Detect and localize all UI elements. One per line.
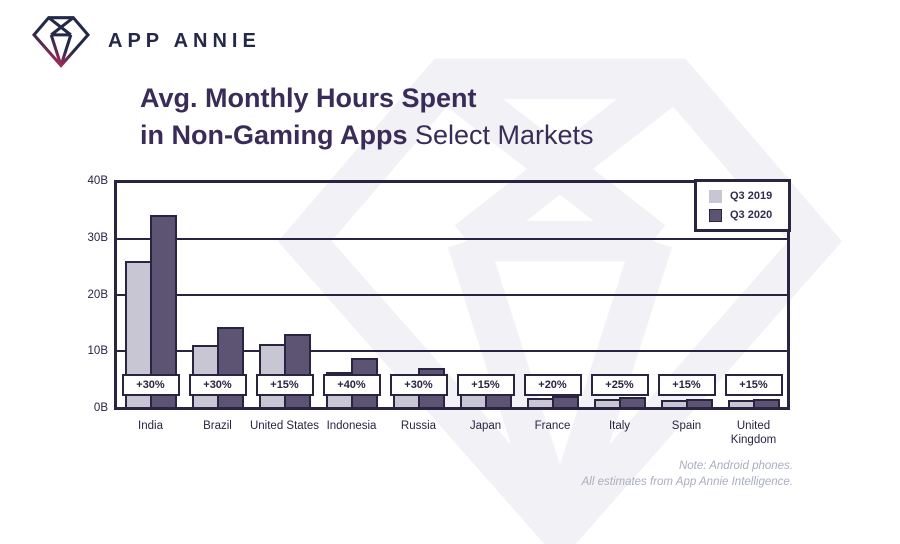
chart-title-line2: in Non-Gaming Apps Select Markets bbox=[140, 117, 594, 154]
legend-row-q3-2019: Q3 2019 bbox=[709, 189, 788, 203]
bar-q3-2020 bbox=[618, 397, 646, 407]
y-axis-tick-label: 20B bbox=[87, 288, 108, 301]
y-axis-tick-label: 30B bbox=[87, 231, 108, 244]
plot-area: +30% +30% +15% +40% +30% +15% +20% +25% +15% +15% bbox=[114, 180, 790, 410]
header: APP ANNIE bbox=[30, 14, 261, 68]
growth-badge: +15% bbox=[657, 374, 716, 396]
legend-swatch-q3-2020 bbox=[709, 208, 722, 222]
chart-title-line2-bold: in Non-Gaming Apps bbox=[140, 120, 408, 150]
bar-q3-2020 bbox=[685, 399, 713, 407]
x-axis-label: India bbox=[138, 420, 163, 432]
growth-badge: +30% bbox=[188, 374, 247, 396]
chart-title: Avg. Monthly Hours Spent in Non-Gaming A… bbox=[140, 80, 594, 154]
app-annie-logo-icon bbox=[31, 16, 91, 68]
growth-badge: +25% bbox=[590, 374, 649, 396]
bar-q3-2020 bbox=[283, 334, 311, 407]
bar-q3-2019 bbox=[727, 400, 755, 407]
chart-title-line1: Avg. Monthly Hours Spent bbox=[140, 83, 477, 113]
bar-q3-2020 bbox=[752, 399, 780, 407]
bar-q3-2019 bbox=[526, 398, 554, 407]
y-axis-tick-label: 0B bbox=[93, 402, 108, 414]
footnote-line2: All estimates from App Annie Intelligenc… bbox=[581, 476, 793, 488]
bar-group: +20% bbox=[519, 183, 586, 407]
legend-row-q3-2020: Q3 2020 bbox=[709, 208, 788, 222]
bar-group: +25% bbox=[586, 183, 653, 407]
brand-name: APP ANNIE bbox=[108, 29, 261, 52]
growth-badge: +30% bbox=[121, 374, 180, 396]
growth-badge: +30% bbox=[389, 374, 448, 396]
growth-badge: +15% bbox=[724, 374, 783, 396]
y-axis-tick-label: 10B bbox=[87, 345, 108, 358]
legend: Q3 2019 Q3 2020 bbox=[694, 179, 791, 232]
x-axis-label: United Kingdom bbox=[730, 420, 777, 446]
y-axis-tick-label: 40B bbox=[87, 175, 108, 187]
bar-group: +15% bbox=[251, 183, 318, 407]
bar-group: +30% bbox=[117, 183, 184, 407]
growth-badge: +40% bbox=[322, 374, 381, 396]
growth-badge: +15% bbox=[456, 374, 515, 396]
footnote: Note: Android phones. All estimates from… bbox=[582, 458, 793, 490]
footnote-line1: Note: Android phones. bbox=[678, 460, 793, 472]
legend-label-q3-2019: Q3 2019 bbox=[730, 190, 773, 202]
bar-q3-2020 bbox=[551, 396, 579, 407]
bar-q3-2019 bbox=[660, 400, 688, 407]
bar-q3-2019 bbox=[593, 399, 621, 407]
bar-group: +30% bbox=[184, 183, 251, 407]
infographic-page: { "brand": { "name": "APP ANNIE" }, "tit… bbox=[30, 14, 843, 544]
bar-group: +30% bbox=[385, 183, 452, 407]
growth-badge: +20% bbox=[523, 374, 582, 396]
bar-group: +40% bbox=[318, 183, 385, 407]
legend-label-q3-2020: Q3 2020 bbox=[730, 209, 773, 221]
x-axis-label: Brazil bbox=[203, 420, 232, 432]
bar-group: +15% bbox=[452, 183, 519, 407]
legend-swatch-q3-2019 bbox=[709, 189, 722, 203]
growth-badge: +15% bbox=[255, 374, 314, 396]
chart-subtitle: Select Markets bbox=[407, 120, 594, 150]
